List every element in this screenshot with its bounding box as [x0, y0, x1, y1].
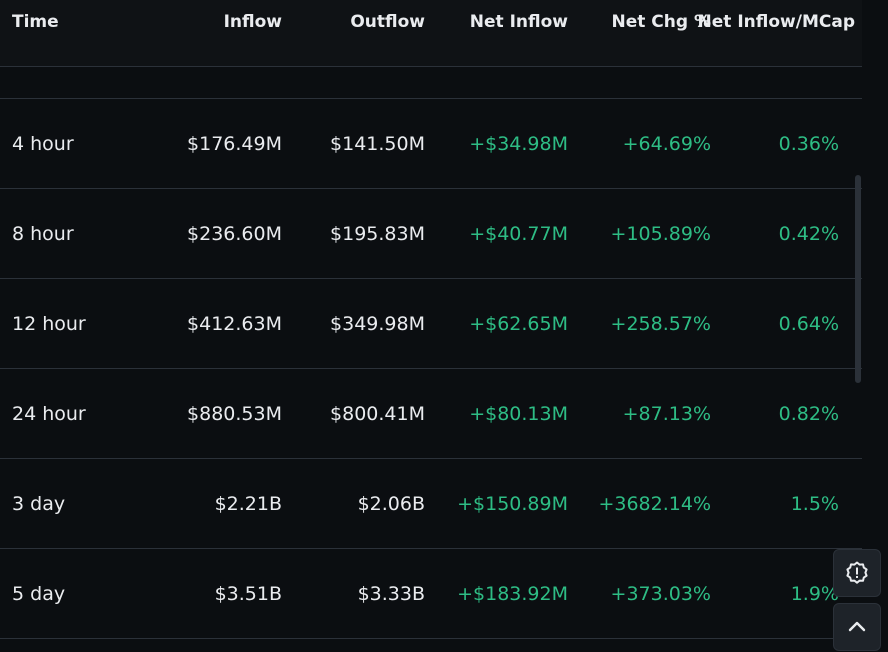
cell-net-inflow-mcap: 0.42% — [778, 223, 839, 245]
cell-outflow: $141.50M — [330, 133, 425, 155]
cell-outflow: $2.06B — [357, 493, 425, 515]
cell-time: 8 hour — [12, 223, 74, 245]
cell-inflow: $412.63M — [187, 313, 282, 335]
header-net-inflow[interactable]: Net Inflow — [469, 12, 568, 32]
vertical-scrollbar-thumb[interactable] — [855, 175, 861, 383]
table-row[interactable]: 4 hour $176.49M $141.50M +$34.98M +64.69… — [0, 99, 862, 189]
cell-net-inflow: +$62.65M — [469, 313, 568, 335]
cell-inflow: $176.49M — [187, 133, 282, 155]
cell-inflow: $2.21B — [214, 493, 282, 515]
cell-net-chg: +64.69% — [622, 133, 711, 155]
cell-net-inflow: +$40.77M — [469, 223, 568, 245]
header-outflow[interactable]: Outflow — [350, 12, 425, 32]
cell-net-inflow: +$183.92M — [457, 583, 568, 605]
table-row[interactable]: 8 hour $236.60M $195.83M +$40.77M +105.8… — [0, 189, 862, 279]
cell-inflow: $880.53M — [187, 403, 282, 425]
scroll-to-top-button[interactable] — [833, 603, 881, 651]
table-row[interactable]: 3 day $2.21B $2.06B +$150.89M +3682.14% … — [0, 459, 862, 549]
cell-time: 5 day — [12, 583, 66, 605]
cell-outflow: $3.33B — [357, 583, 425, 605]
header-net-chg[interactable]: Net Chg % — [611, 12, 711, 32]
table-row-partial — [0, 67, 862, 99]
cell-net-chg: +3682.14% — [598, 493, 711, 515]
cell-inflow: $3.51B — [214, 583, 282, 605]
table-row[interactable]: 24 hour $880.53M $800.41M +$80.13M +87.1… — [0, 369, 862, 459]
cell-time: 24 hour — [12, 403, 86, 425]
table-body: 4 hour $176.49M $141.50M +$34.98M +64.69… — [0, 67, 862, 639]
chevron-up-icon — [846, 616, 868, 638]
cell-net-inflow: +$80.13M — [469, 403, 568, 425]
cell-net-inflow-mcap: 1.5% — [790, 493, 839, 515]
cell-net-inflow: +$34.98M — [469, 133, 568, 155]
header-inflow[interactable]: Inflow — [223, 12, 282, 32]
table-row[interactable]: 5 day $3.51B $3.33B +$183.92M +373.03% 1… — [0, 549, 862, 639]
cell-net-inflow-mcap: 1.9% — [790, 583, 839, 605]
header-net-inflow-mcap[interactable]: Net Inflow/MCap — [697, 12, 855, 32]
table-row[interactable]: 12 hour $412.63M $349.98M +$62.65M +258.… — [0, 279, 862, 369]
header-time[interactable]: Time — [12, 12, 59, 32]
cell-inflow: $236.60M — [187, 223, 282, 245]
cell-outflow: $195.83M — [330, 223, 425, 245]
cell-net-chg: +373.03% — [610, 583, 711, 605]
cell-net-inflow: +$150.89M — [457, 493, 568, 515]
cell-outflow: $349.98M — [330, 313, 425, 335]
cell-time: 12 hour — [12, 313, 86, 335]
cell-net-chg: +105.89% — [610, 223, 711, 245]
cell-net-inflow-mcap: 0.64% — [778, 313, 839, 335]
cell-net-chg: +258.57% — [610, 313, 711, 335]
cell-net-chg: +87.13% — [622, 403, 711, 425]
table-header: Time Inflow Outflow Net Inflow Net Chg %… — [0, 0, 862, 67]
cell-outflow: $800.41M — [330, 403, 425, 425]
cell-time: 4 hour — [12, 133, 74, 155]
alert-badge-icon — [844, 560, 870, 586]
cell-time: 3 day — [12, 493, 66, 515]
cell-net-inflow-mcap: 0.36% — [778, 133, 839, 155]
feedback-button[interactable] — [833, 549, 881, 597]
cell-net-inflow-mcap: 0.82% — [778, 403, 839, 425]
